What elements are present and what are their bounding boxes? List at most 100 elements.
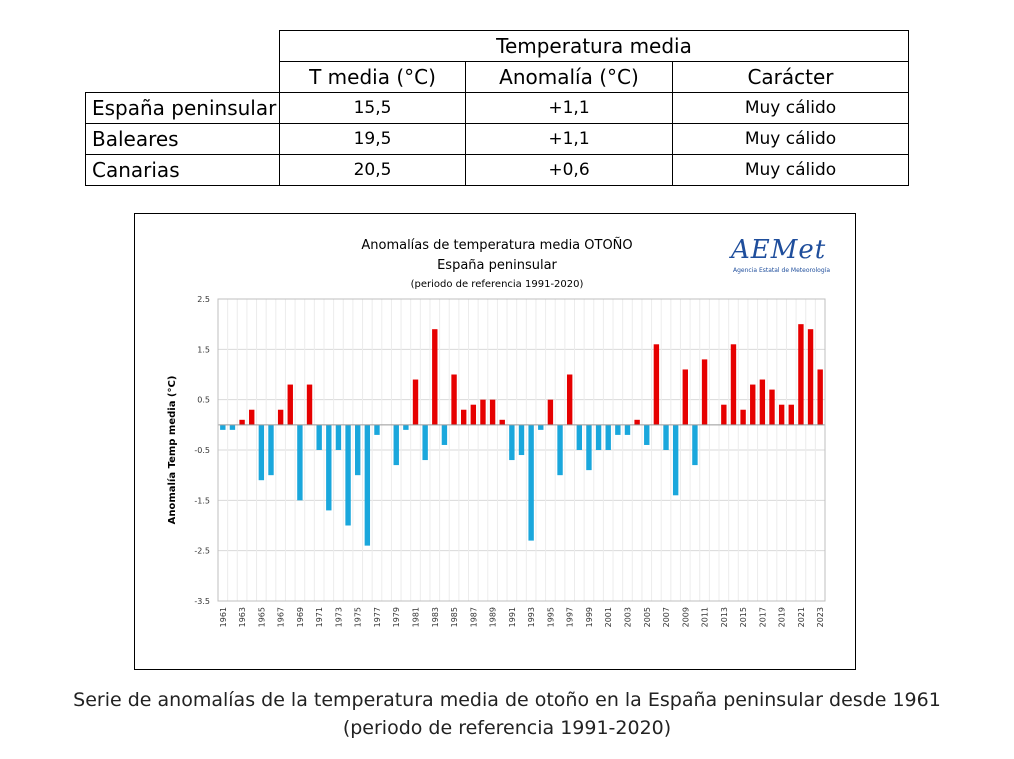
bar bbox=[759, 379, 766, 425]
bar bbox=[528, 424, 534, 541]
table-group-header-row: Temperatura media bbox=[86, 30, 909, 62]
bar bbox=[316, 424, 322, 450]
table-corner-blank bbox=[86, 62, 280, 93]
bar bbox=[470, 404, 477, 425]
table-row: Canarias 20,5 +0,6 Muy cálido bbox=[85, 154, 909, 186]
bar bbox=[403, 424, 409, 430]
bar bbox=[229, 424, 236, 430]
x-tick-label: 1977 bbox=[373, 607, 382, 627]
bar bbox=[460, 409, 467, 425]
bar bbox=[249, 409, 255, 425]
bar bbox=[220, 424, 226, 430]
cell-anomalia: +1,1 bbox=[465, 123, 673, 155]
bar bbox=[335, 424, 342, 450]
cell-t-media: 19,5 bbox=[279, 123, 466, 155]
bar bbox=[480, 399, 486, 425]
bar bbox=[721, 404, 727, 425]
y-tick-label: -3.5 bbox=[194, 597, 210, 606]
x-tick-label: 2021 bbox=[797, 607, 806, 627]
bar bbox=[306, 384, 313, 425]
x-tick-label: 2011 bbox=[701, 607, 710, 627]
cell-t-media: 20,5 bbox=[279, 154, 466, 186]
bar bbox=[297, 424, 303, 501]
bar bbox=[412, 379, 419, 425]
bar bbox=[634, 419, 640, 425]
table-corner-blank bbox=[86, 31, 280, 62]
cell-caracter: Muy cálido bbox=[672, 154, 909, 186]
plot-area: 2.5 1.5 0.5 -0.5 -1.5 -2.5 -3.5 1961 1963 1965 196… bbox=[194, 295, 826, 627]
bar bbox=[817, 369, 823, 425]
row-label-region: Canarias bbox=[85, 154, 280, 186]
x-tick-label: 2019 bbox=[778, 607, 787, 627]
bar bbox=[672, 424, 679, 496]
bar bbox=[798, 324, 804, 425]
cell-caracter: Muy cálido bbox=[672, 92, 909, 124]
bar bbox=[547, 399, 554, 425]
chart-frame: Anomalías de temperatura media OTOÑO Esp… bbox=[134, 213, 856, 670]
x-tick-label: 1991 bbox=[508, 607, 517, 627]
x-tick-label: 2023 bbox=[816, 607, 825, 627]
bar bbox=[586, 424, 592, 471]
bar bbox=[769, 389, 775, 425]
bar bbox=[393, 424, 399, 466]
chart-reference-note: (periodo de referencia 1991-2020) bbox=[411, 279, 584, 290]
bar bbox=[750, 384, 756, 425]
x-tick-label: 1973 bbox=[334, 607, 343, 627]
table-row: España peninsular 15,5 +1,1 Muy cálido bbox=[85, 92, 909, 124]
table-row: Baleares 19,5 +1,1 Muy cálido bbox=[85, 123, 909, 155]
chart-title: Anomalías de temperatura media OTOÑO bbox=[361, 237, 632, 253]
x-tick-label: 1961 bbox=[219, 607, 228, 627]
x-tick-label: 1979 bbox=[392, 607, 401, 627]
bar bbox=[595, 424, 602, 450]
bar bbox=[364, 424, 371, 546]
column-header-caracter: Carácter bbox=[672, 61, 909, 93]
bar bbox=[374, 424, 380, 435]
bar bbox=[538, 424, 544, 430]
cell-t-media: 15,5 bbox=[279, 92, 466, 124]
x-tick-label: 1989 bbox=[489, 607, 498, 627]
bar bbox=[239, 419, 245, 425]
x-tick-label: 1969 bbox=[296, 607, 305, 627]
x-tick-label: 1997 bbox=[566, 607, 575, 627]
x-tick-label: 1985 bbox=[450, 607, 459, 627]
x-tick-label: 2001 bbox=[604, 607, 613, 627]
row-label-region: Baleares bbox=[85, 123, 280, 155]
y-tick-label: -2.5 bbox=[194, 547, 210, 556]
caption-line-2: (periodo de referencia 1991-2020) bbox=[342, 717, 672, 739]
y-tick-label: 1.5 bbox=[197, 345, 210, 354]
bar bbox=[499, 419, 505, 425]
column-header-anomalia: Anomalía (°C) bbox=[465, 61, 673, 93]
bar bbox=[326, 424, 332, 511]
bar bbox=[489, 399, 496, 425]
bar bbox=[605, 424, 611, 450]
x-tick-label: 1967 bbox=[277, 607, 286, 627]
anomaly-bar-chart: Anomalías de temperatura media OTOÑO Esp… bbox=[166, 235, 830, 627]
bar bbox=[644, 424, 650, 445]
x-tick-label: 1971 bbox=[315, 607, 324, 627]
y-tick-label: 2.5 bbox=[197, 295, 210, 304]
bar bbox=[509, 424, 515, 461]
y-tick-label: -1.5 bbox=[194, 496, 210, 505]
logo-wordmark: AEMet bbox=[729, 235, 826, 265]
x-tick-label: 1981 bbox=[412, 607, 421, 627]
x-tick-label: 1983 bbox=[431, 607, 440, 627]
bar bbox=[624, 424, 631, 435]
bar bbox=[730, 344, 737, 425]
bar bbox=[432, 329, 438, 425]
cell-anomalia: +0,6 bbox=[465, 154, 673, 186]
bar bbox=[557, 424, 563, 476]
x-tick-label: 1999 bbox=[585, 607, 594, 627]
table-group-header: Temperatura media bbox=[279, 30, 909, 62]
x-tick-label: 2015 bbox=[739, 607, 748, 627]
x-tick-label: 1965 bbox=[257, 607, 266, 627]
bar bbox=[740, 409, 746, 425]
table-column-header-row: T media (°C) Anomalía (°C) Carácter bbox=[86, 61, 909, 93]
x-tick-label: 1987 bbox=[469, 607, 478, 627]
bar bbox=[258, 424, 265, 481]
x-tick-label: 1993 bbox=[527, 607, 536, 627]
cell-caracter: Muy cálido bbox=[672, 123, 909, 155]
x-tick-label: 2003 bbox=[623, 607, 632, 627]
logo-subtitle: Agencia Estatal de Meteorología bbox=[733, 267, 830, 274]
x-tick-label: 1963 bbox=[238, 607, 247, 627]
bar bbox=[345, 424, 351, 526]
